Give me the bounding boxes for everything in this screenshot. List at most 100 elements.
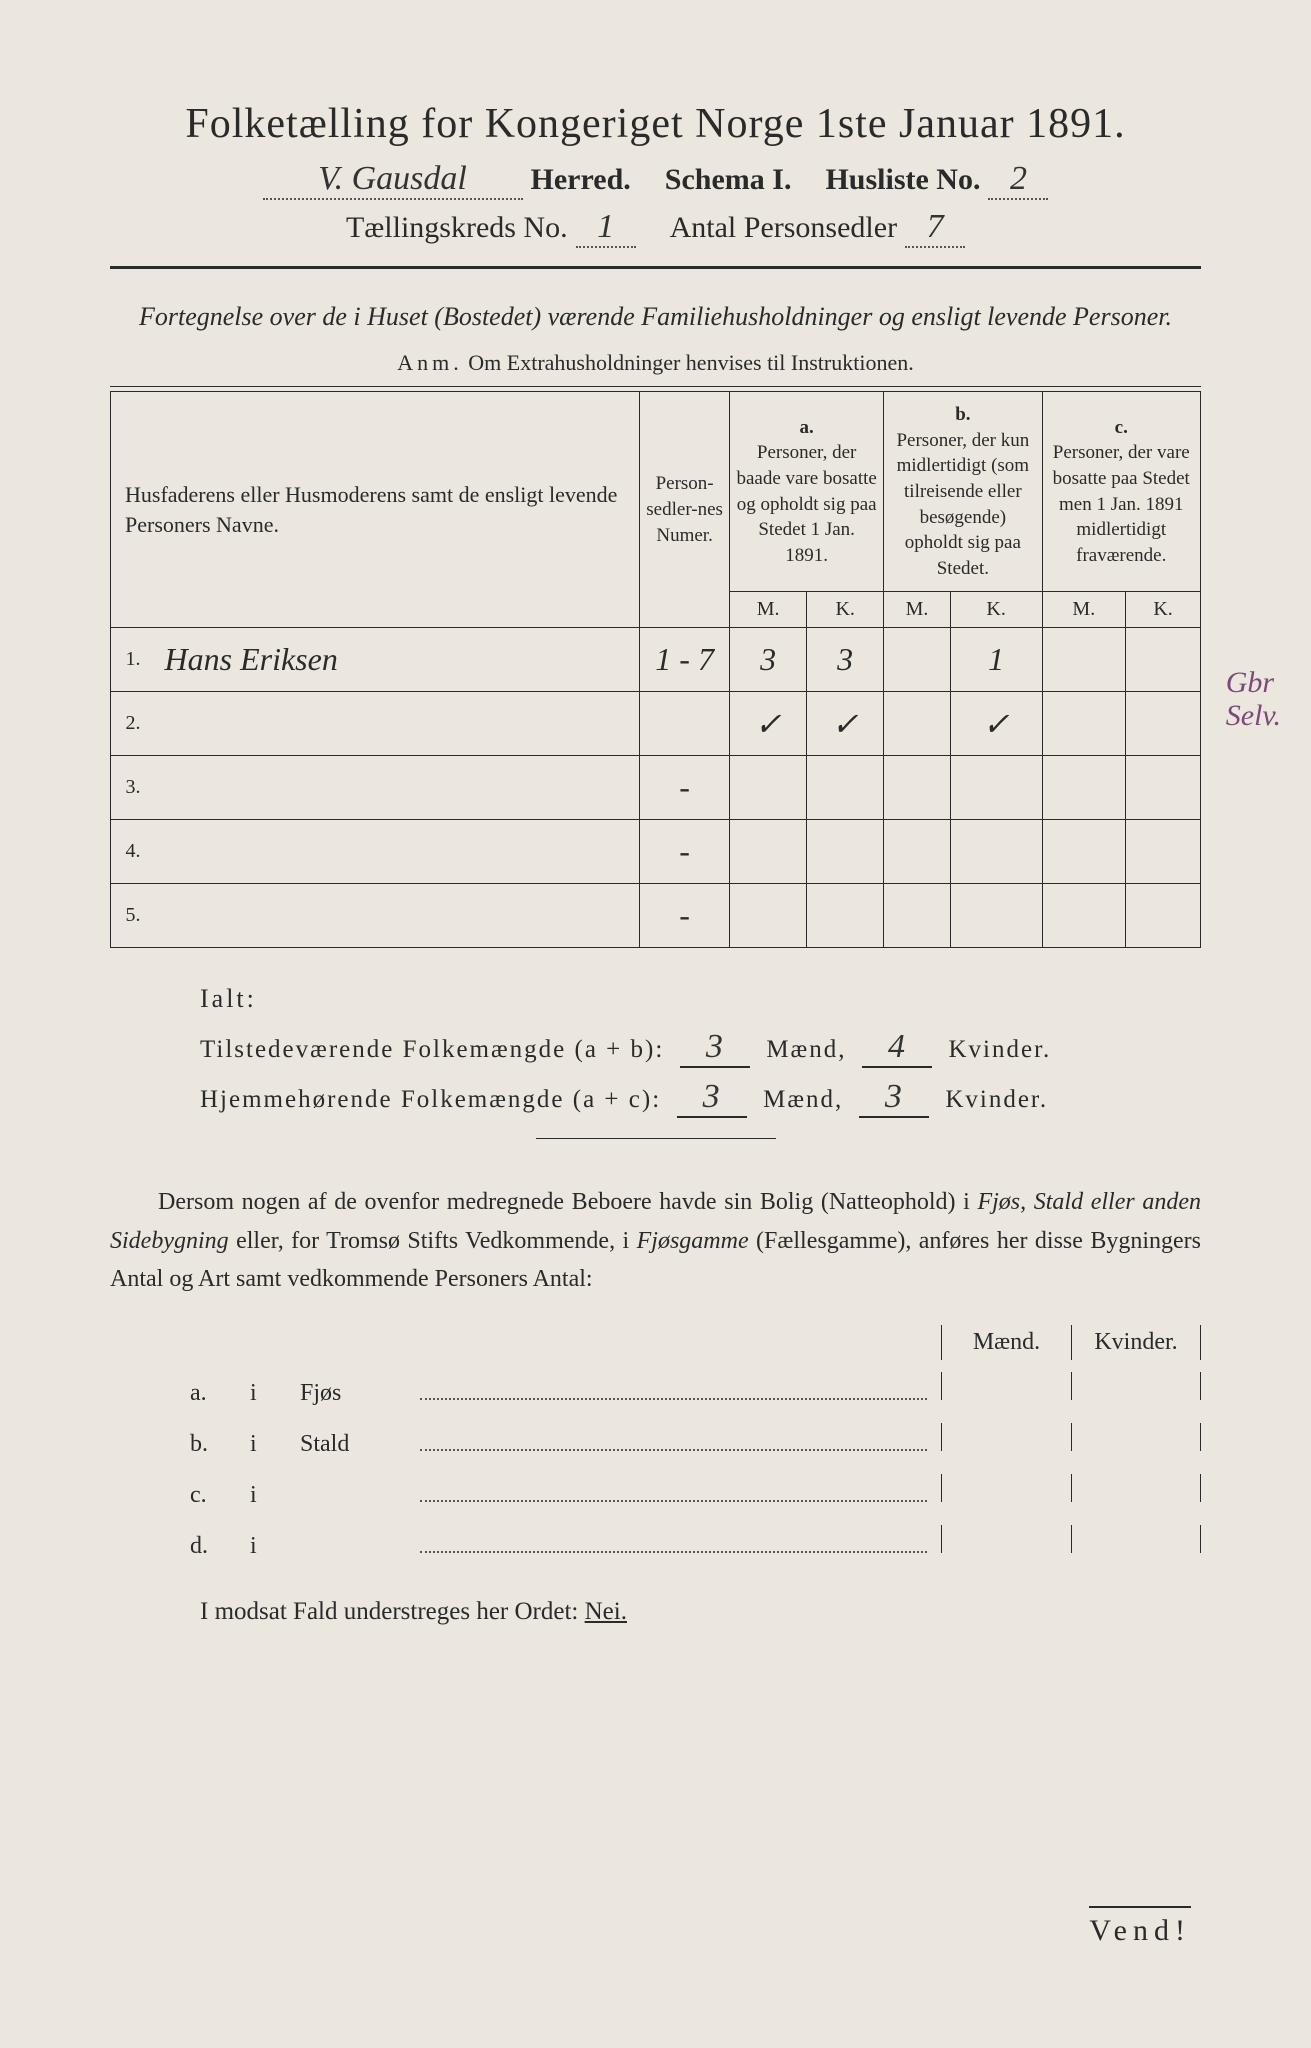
ob-label: c. [190, 1482, 250, 1509]
row-b-k: 1 [950, 628, 1042, 692]
ob-name: Stald [300, 1431, 420, 1458]
row-c-k [1126, 692, 1201, 756]
row-c-k [1126, 884, 1201, 948]
col-b-k: K. [950, 592, 1042, 628]
maend-label-2: Mænd, [763, 1086, 843, 1114]
outbuilding-row: a.iFjøs [190, 1372, 1201, 1407]
row-b-k: ✓ [950, 692, 1042, 756]
row-b-m [884, 756, 951, 820]
kvinder-label: Kvinder. [948, 1036, 1051, 1064]
row-c-k [1126, 820, 1201, 884]
kvinder-label-2: Kvinder. [945, 1086, 1048, 1114]
row-num: 3. [111, 756, 151, 820]
col-c-text: Personer, der vare bosatte paa Stedet me… [1049, 440, 1194, 568]
anm-label: Anm. [397, 350, 463, 375]
row-a-k [807, 884, 884, 948]
ob-name: Fjøs [300, 1380, 420, 1407]
row-numer: - [640, 820, 730, 884]
divider-short [536, 1138, 776, 1139]
row-b-k [950, 756, 1042, 820]
ob-kvinder-header: Kvinder. [1071, 1325, 1201, 1360]
divider [110, 266, 1201, 269]
col-a-m: M. [730, 592, 807, 628]
col-a-k: K. [807, 592, 884, 628]
page-title: Folketælling for Kongeriget Norge 1ste J… [110, 100, 1201, 148]
col-c: c. Personer, der vare bosatte paa Stedet… [1042, 392, 1200, 592]
col-names: Husfaderens eller Husmoderens samt de en… [111, 392, 640, 628]
col-b-text: Personer, der kun midlertidigt (som tilr… [890, 428, 1035, 582]
row-name [151, 884, 640, 948]
row-c-m [1042, 692, 1126, 756]
anm-text: Om Extrahusholdninger henvises til Instr… [468, 350, 913, 375]
vend-label: Vend! [1089, 1906, 1191, 1948]
ialt-label: Ialt: [200, 984, 1201, 1014]
outbuilding-row: d.i [190, 1525, 1201, 1560]
row-a-m [730, 756, 807, 820]
ialt-line2-label: Hjemmehørende Folkemængde (a + c): [200, 1086, 661, 1114]
col-numer: Person-sedler-nes Numer. [640, 392, 730, 628]
ob-header: Mænd. Kvinder. [190, 1325, 1201, 1360]
col-a: a. Personer, der baade vare bosatte og o… [730, 392, 884, 592]
ob-cell-m [941, 1525, 1071, 1553]
para-p2: eller, for Tromsø Stifts Vedkommende, i [229, 1228, 637, 1254]
row-name [151, 756, 640, 820]
row-a-k [807, 820, 884, 884]
table-row: 3.- [111, 756, 1201, 820]
anm-line: Anm. Om Extrahusholdninger henvises til … [110, 350, 1201, 376]
ob-cell-m [941, 1372, 1071, 1400]
row-b-m [884, 820, 951, 884]
row-numer [640, 692, 730, 756]
col-b: b. Personer, der kun midlertidigt (som t… [884, 392, 1042, 592]
ob-cell-m [941, 1474, 1071, 1502]
table-row: 2.✓✓✓ [111, 692, 1201, 756]
husliste-label: Husliste No. [825, 163, 980, 197]
row-b-m [884, 884, 951, 948]
ialt-line1-label: Tilstedeværende Folkemængde (a + b): [200, 1036, 664, 1064]
row-numer: 1 - 7 [640, 628, 730, 692]
nei-text: I modsat Fald understreges her Ordet: [200, 1598, 578, 1625]
row-b-m [884, 692, 951, 756]
row-c-k [1126, 628, 1201, 692]
personsedler-value: 7 [905, 208, 965, 248]
herred-label: Herred. [531, 163, 631, 197]
table-row: 5.- [111, 884, 1201, 948]
maend-label: Mænd, [766, 1036, 846, 1064]
row-name [151, 692, 640, 756]
ob-cell-k [1071, 1474, 1201, 1502]
table-row: 1.Hans Eriksen1 - 7331 [111, 628, 1201, 692]
para-i2: Fjøsgamme [637, 1228, 749, 1254]
nei-word: Nei. [585, 1598, 627, 1625]
outbuilding-row: b.iStald [190, 1423, 1201, 1458]
nei-line: I modsat Fald understreges her Ordet: Ne… [200, 1598, 1201, 1626]
para-p1: Dersom nogen af de ovenfor medregnede Be… [158, 1189, 977, 1215]
ob-i: i [250, 1533, 300, 1560]
row-name: Hans Eriksen [151, 628, 640, 692]
row-b-k [950, 820, 1042, 884]
row-a-m: 3 [730, 628, 807, 692]
ob-i: i [250, 1431, 300, 1458]
divider-thin [110, 386, 1201, 387]
ob-cell-k [1071, 1423, 1201, 1451]
ob-label: a. [190, 1380, 250, 1407]
ob-i: i [250, 1482, 300, 1509]
row-b-m [884, 628, 951, 692]
ob-dots [420, 1382, 927, 1400]
row-c-m [1042, 820, 1126, 884]
row-a-k: 3 [807, 628, 884, 692]
col-c-m: M. [1042, 592, 1126, 628]
header-line-1: V. Gausdal Herred. Schema I. Husliste No… [110, 160, 1201, 200]
ob-cell-k [1071, 1525, 1201, 1553]
row-a-k [807, 756, 884, 820]
row-num: 5. [111, 884, 151, 948]
ob-dots [420, 1484, 927, 1502]
ob-cells [941, 1372, 1201, 1400]
row-a-m [730, 884, 807, 948]
schema-label: Schema I. [665, 163, 792, 197]
col-b-label: b. [890, 402, 1035, 428]
outbuildings-table: Mænd. Kvinder. a.iFjøsb.iStaldc.id.i [190, 1325, 1201, 1560]
margin-note: GbrSelv. [1226, 666, 1281, 732]
ob-dots [420, 1433, 927, 1451]
ialt-line2-m: 3 [677, 1078, 747, 1118]
col-b-m: M. [884, 592, 951, 628]
row-a-m [730, 820, 807, 884]
